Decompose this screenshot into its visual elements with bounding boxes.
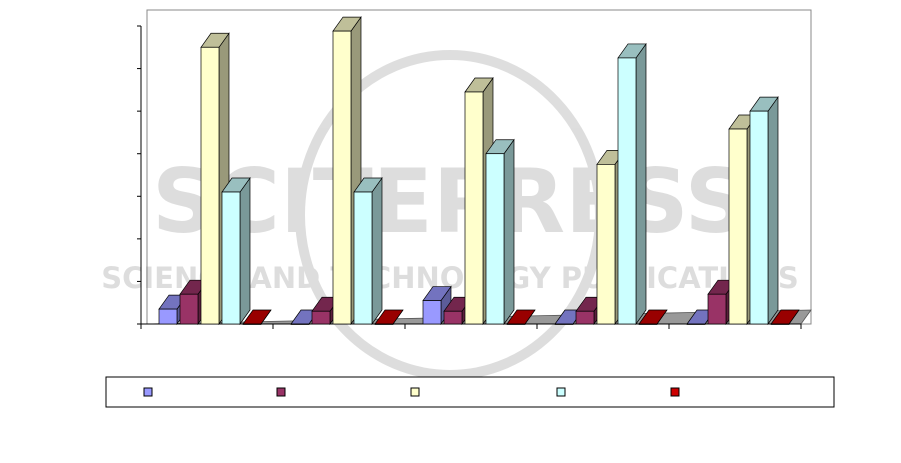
legend-marker — [143, 387, 153, 397]
bar-front — [353, 191, 373, 325]
bar-front — [374, 323, 394, 325]
bar-side — [239, 176, 251, 326]
bar — [374, 309, 404, 325]
bar-front — [422, 300, 442, 325]
bar-front — [728, 128, 748, 325]
bar-front — [242, 323, 262, 325]
bar-front — [200, 46, 220, 325]
bar — [242, 309, 272, 325]
bar — [485, 138, 515, 326]
bar — [506, 309, 536, 325]
bars-group — [158, 16, 800, 326]
legend-marker — [670, 387, 680, 397]
bar — [221, 176, 251, 326]
bar — [638, 309, 668, 325]
legend-marker — [276, 387, 286, 397]
bar — [770, 309, 800, 325]
bar-front — [290, 323, 310, 325]
bar-side — [635, 42, 647, 326]
bar-front — [554, 323, 574, 325]
bar-front — [311, 310, 331, 325]
legend — [105, 376, 835, 408]
bar-front — [707, 293, 727, 325]
bar — [749, 96, 779, 326]
bar-front — [596, 164, 616, 325]
legend-marker — [556, 387, 566, 397]
bar-side — [503, 138, 515, 326]
bar-front — [221, 191, 241, 325]
bar — [422, 285, 452, 326]
bar-front — [443, 310, 463, 325]
bar-front — [617, 57, 637, 325]
bar-front — [749, 110, 769, 325]
bar-front — [158, 308, 178, 325]
bar — [617, 42, 647, 326]
bar-side — [371, 176, 383, 326]
bar-front — [332, 30, 352, 325]
bar-front — [506, 323, 526, 325]
bar-front — [638, 323, 658, 325]
bar-front — [575, 310, 595, 325]
watermark-title: SCITEPRESS — [152, 150, 748, 253]
bar-front — [464, 91, 484, 325]
legend-box — [105, 376, 835, 408]
legend-items — [143, 387, 680, 397]
bar-front — [770, 323, 790, 325]
bar-front — [485, 153, 505, 325]
legend-marker — [410, 387, 420, 397]
bar-side — [767, 96, 779, 326]
bar-front — [179, 293, 199, 325]
bar — [353, 176, 383, 326]
bar-front — [686, 323, 706, 325]
